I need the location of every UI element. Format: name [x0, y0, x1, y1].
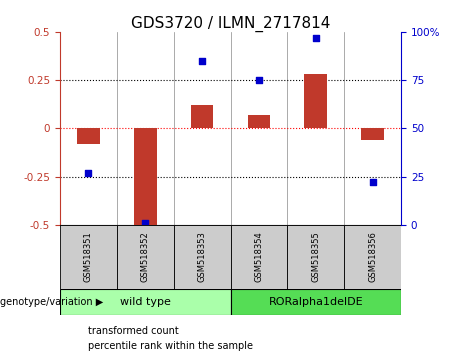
Bar [134, 128, 157, 225]
Text: GSM518353: GSM518353 [198, 231, 207, 282]
Bar [230, 289, 401, 315]
Bar [248, 115, 270, 128]
Text: GSM518355: GSM518355 [311, 231, 320, 282]
Bar [344, 225, 401, 289]
Bar [287, 225, 344, 289]
Text: GSM518351: GSM518351 [84, 231, 93, 282]
Text: GSM518352: GSM518352 [141, 231, 150, 282]
Text: percentile rank within the sample: percentile rank within the sample [88, 341, 253, 351]
Title: GDS3720 / ILMN_2717814: GDS3720 / ILMN_2717814 [131, 16, 330, 32]
Text: transformed count: transformed count [88, 326, 178, 336]
Bar [191, 105, 213, 128]
Bar [77, 128, 100, 144]
Text: wild type: wild type [120, 297, 171, 307]
Point [142, 220, 149, 226]
Bar [60, 225, 117, 289]
Bar [174, 225, 230, 289]
Point [255, 77, 263, 83]
Text: GSM518356: GSM518356 [368, 231, 377, 282]
Text: genotype/variation ▶: genotype/variation ▶ [0, 297, 103, 307]
Bar [117, 225, 174, 289]
Bar [230, 225, 287, 289]
Bar [60, 289, 230, 315]
Bar [304, 74, 327, 128]
Point [369, 179, 376, 185]
Point [85, 170, 92, 176]
Text: GSM518354: GSM518354 [254, 231, 263, 282]
Bar [361, 128, 384, 140]
Point [198, 58, 206, 64]
Point [312, 35, 319, 40]
Text: RORalpha1delDE: RORalpha1delDE [268, 297, 363, 307]
